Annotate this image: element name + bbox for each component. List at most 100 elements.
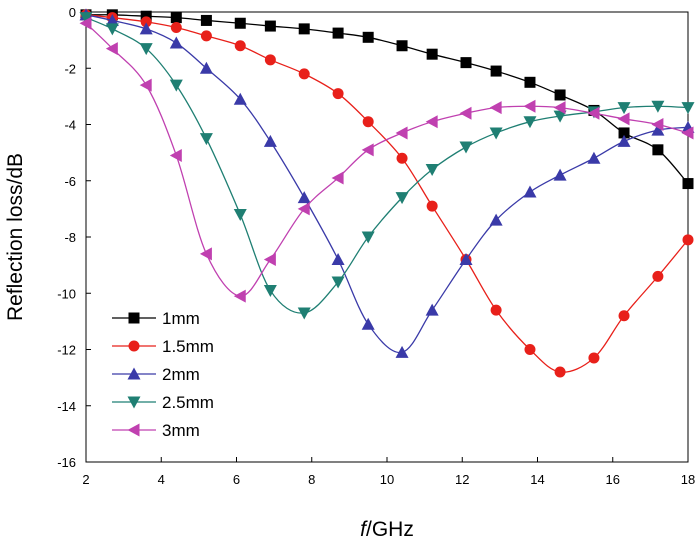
data-point: [139, 43, 153, 56]
y-tick-label: -2: [64, 61, 76, 76]
data-point: [617, 102, 631, 115]
x-axis-title: f/GHz: [360, 518, 414, 541]
x-tick-label: 2: [82, 472, 89, 487]
data-point: [587, 151, 601, 164]
data-point: [651, 100, 665, 113]
data-point: [200, 14, 212, 26]
y-tick-label: -14: [57, 399, 76, 414]
series-1mm: [80, 9, 694, 190]
data-point: [489, 101, 502, 115]
legend-marker: [128, 340, 140, 352]
data-point: [170, 12, 182, 24]
data-point: [425, 303, 439, 316]
data-point: [361, 231, 375, 244]
data-point: [682, 234, 694, 246]
y-tick-label: -6: [64, 174, 76, 189]
y-tick-label: 0: [69, 5, 76, 20]
series-2mm: [79, 8, 695, 358]
data-point: [200, 30, 212, 42]
data-point: [681, 126, 694, 140]
data-point: [396, 152, 408, 164]
data-point: [651, 123, 665, 136]
data-point: [361, 143, 374, 157]
data-point: [460, 57, 472, 69]
data-point: [490, 65, 502, 77]
series-layer: [79, 8, 695, 378]
data-point: [490, 304, 502, 316]
data-point: [459, 106, 472, 120]
data-point: [263, 284, 277, 297]
data-point: [234, 40, 246, 52]
legend-label: 2mm: [162, 365, 200, 384]
series-line: [85, 14, 689, 354]
x-tick-label: 10: [380, 472, 394, 487]
legend-label: 1mm: [162, 309, 200, 328]
data-point: [79, 16, 92, 30]
data-point: [233, 289, 246, 303]
legend-marker: [127, 367, 141, 380]
series-1-5mm: [80, 9, 694, 378]
legend: 1mm 1.5mm 2mm 2.5mm 3mm: [112, 309, 214, 440]
data-point: [618, 310, 630, 322]
x-tick-label: 4: [158, 472, 165, 487]
data-point: [651, 118, 664, 131]
data-point: [361, 317, 375, 330]
data-point: [617, 112, 630, 126]
data-point: [331, 253, 345, 265]
data-point: [233, 92, 247, 105]
data-point: [425, 164, 439, 176]
data-point: [652, 144, 664, 156]
data-point: [140, 10, 152, 22]
data-point: [524, 76, 536, 88]
data-point: [425, 115, 438, 129]
data-point: [523, 185, 537, 198]
y-tick-label: -4: [64, 118, 76, 133]
data-point: [362, 31, 374, 43]
data-point: [170, 21, 182, 33]
x-tick-label: 14: [530, 472, 544, 487]
data-point: [199, 133, 213, 146]
y-tick-label: -10: [57, 286, 76, 301]
data-point: [395, 192, 409, 205]
legend-label: 1.5mm: [162, 337, 214, 356]
data-point: [554, 366, 566, 378]
data-point: [523, 116, 537, 129]
legend-entry: 2mm: [112, 365, 200, 384]
data-point: [553, 168, 567, 181]
data-point: [554, 89, 566, 101]
data-point: [297, 307, 311, 320]
data-point: [264, 54, 276, 66]
data-point: [79, 12, 93, 25]
data-point: [139, 22, 153, 35]
data-point: [681, 102, 695, 115]
y-tick-label: -12: [57, 343, 76, 358]
x-axis-title-italic: f: [360, 518, 368, 541]
y-axis-title: Reflection loss/dB: [4, 153, 27, 321]
data-point: [332, 27, 344, 39]
data-point: [298, 68, 310, 80]
data-point: [362, 116, 374, 128]
data-point: [105, 23, 119, 36]
data-point: [588, 352, 600, 364]
data-point: [523, 99, 536, 113]
legend-label: 3mm: [162, 421, 200, 440]
legend-marker: [128, 312, 140, 324]
data-point: [139, 78, 152, 92]
series-line: [85, 17, 689, 314]
data-point: [332, 88, 344, 100]
data-point: [489, 213, 503, 226]
data-point: [234, 17, 246, 29]
y-tick-label: -16: [57, 455, 76, 470]
data-point: [426, 48, 438, 60]
legend-entry: 3mm: [112, 421, 200, 440]
data-point: [263, 253, 276, 266]
data-point: [105, 42, 118, 56]
data-point: [524, 344, 536, 355]
data-point: [682, 178, 694, 190]
data-point: [618, 127, 630, 139]
x-axis-title-unit: /GHz: [366, 518, 414, 541]
x-tick-label: 18: [681, 472, 695, 487]
data-point: [264, 20, 276, 32]
data-point: [297, 202, 310, 216]
